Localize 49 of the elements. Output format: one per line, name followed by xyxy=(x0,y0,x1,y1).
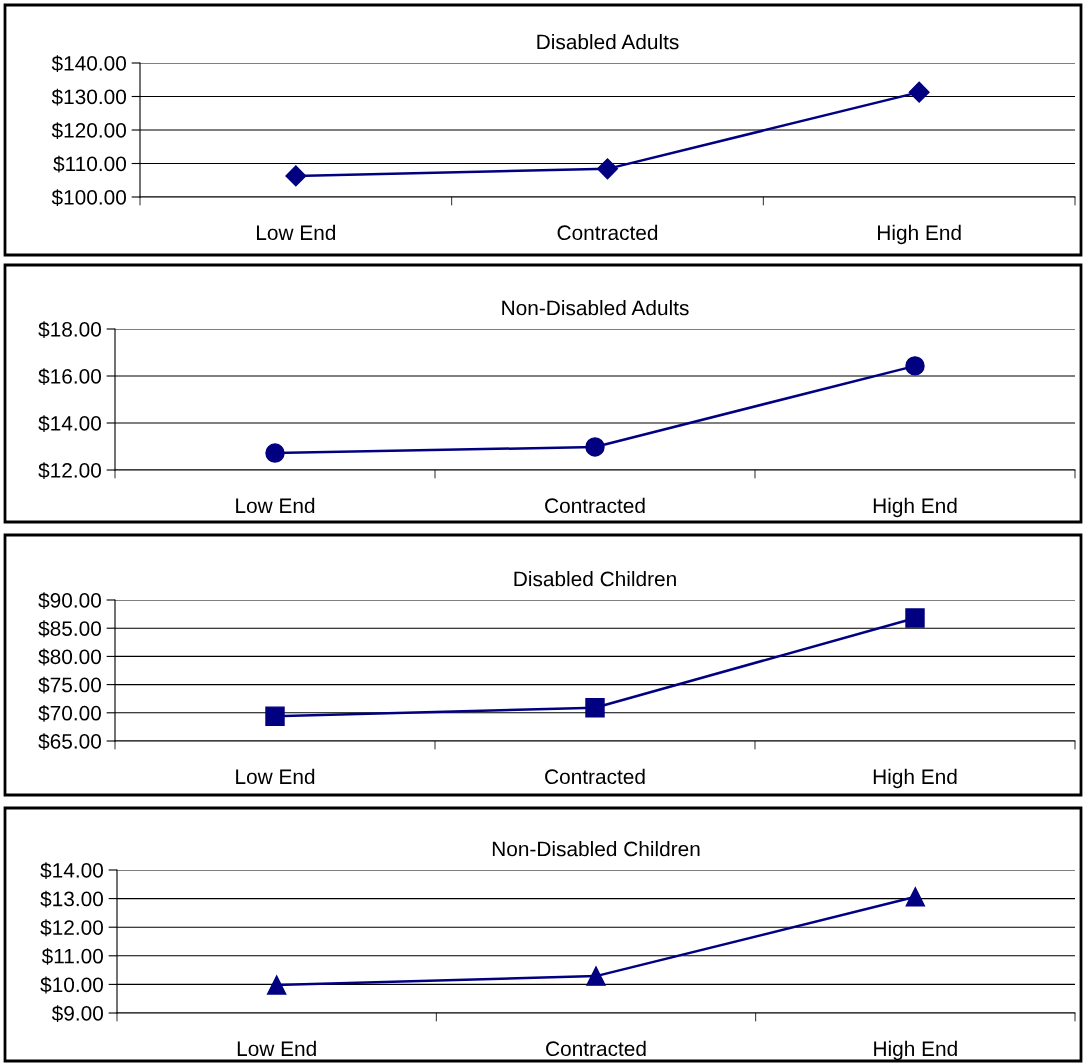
chart-title: Disabled Adults xyxy=(537,34,679,50)
y-tick-label: $10.00 xyxy=(40,976,103,994)
x-tick-label: Low End xyxy=(236,497,315,514)
x-tick-label: Low End xyxy=(257,224,336,241)
y-tick-label: $11.00 xyxy=(41,947,103,965)
point xyxy=(908,81,930,103)
y-tick-label: $65.00 xyxy=(38,733,101,750)
y-tick-label: $80.00 xyxy=(38,648,101,666)
x-tick-label: High End xyxy=(873,497,957,518)
point xyxy=(266,975,287,995)
chart-title: Non-Disabled Children xyxy=(492,841,700,857)
point xyxy=(596,158,619,180)
y-tick-label: $75.00 xyxy=(38,676,101,694)
point xyxy=(265,443,285,463)
y-tick-label: $140.00 xyxy=(51,55,126,72)
point xyxy=(585,698,605,718)
y-tick-label: $14.00 xyxy=(40,862,103,879)
x-tick-label: Low End xyxy=(236,768,315,785)
y-tick-label: $16.00 xyxy=(38,368,101,385)
point xyxy=(905,356,925,376)
chart-title: Non-Disabled Adults xyxy=(502,300,689,316)
y-tick-label: $18.00 xyxy=(38,321,101,338)
x-tick-label: Low End xyxy=(237,1040,316,1057)
point xyxy=(285,165,307,187)
point xyxy=(265,706,285,726)
x-tick-label: Contracted xyxy=(545,768,645,785)
x-tick-label: Contracted xyxy=(545,497,645,514)
point xyxy=(585,437,605,457)
x-tick-label: High End xyxy=(873,768,957,789)
y-tick-label: $90.00 xyxy=(38,592,101,609)
x-tick-label: High End xyxy=(878,224,961,245)
point xyxy=(905,887,926,907)
y-tick-label: $120.00 xyxy=(51,122,126,139)
x-tick-label: Contracted xyxy=(546,1040,646,1057)
point xyxy=(905,608,925,628)
y-tick-label: $14.00 xyxy=(38,415,101,432)
y-tick-label: $13.00 xyxy=(40,890,103,908)
y-tick-label: $70.00 xyxy=(38,704,101,722)
y-tick-label: $130.00 xyxy=(51,88,126,106)
x-tick-label: High End xyxy=(874,1040,957,1061)
y-tick-label: $9.00 xyxy=(51,1005,103,1022)
x-tick-label: Contracted xyxy=(557,224,658,241)
y-tick-label: $12.00 xyxy=(40,919,103,937)
point xyxy=(586,966,606,986)
chart-title: Disabled Children xyxy=(514,571,676,587)
y-tick-label: $100.00 xyxy=(51,189,126,206)
y-tick-label: $85.00 xyxy=(38,620,101,638)
y-tick-label: $110.00 xyxy=(53,155,126,173)
y-tick-label: $12.00 xyxy=(38,462,101,479)
